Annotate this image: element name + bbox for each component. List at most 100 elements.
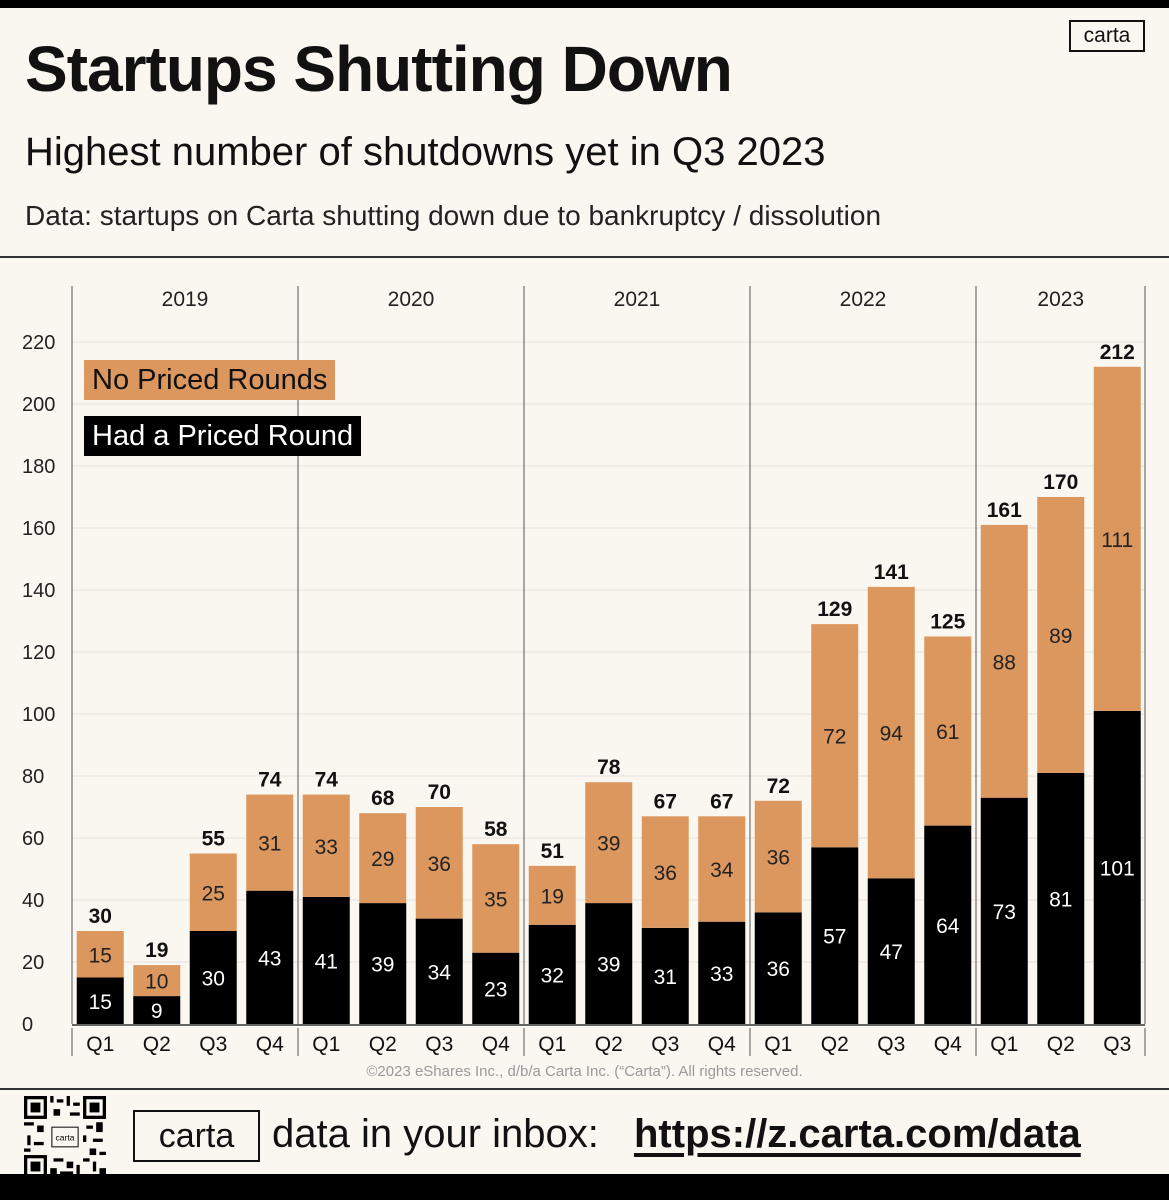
data-label-no-priced-rounds: 33 bbox=[315, 836, 338, 859]
bar-segment-had-priced-round bbox=[811, 847, 859, 1024]
data-label-had-priced-round: 9 bbox=[151, 1000, 163, 1023]
bar-segment-no-priced-rounds bbox=[754, 800, 802, 913]
data-label-no-priced-rounds: 19 bbox=[541, 885, 564, 908]
page-subtitle: Highest number of shutdowns yet in Q3 20… bbox=[25, 130, 826, 174]
data-label-total: 55 bbox=[202, 828, 226, 851]
x-tick-label: Q3 bbox=[1103, 1033, 1131, 1056]
year-label-2022: 2022 bbox=[840, 288, 887, 311]
data-label-total: 170 bbox=[1043, 471, 1078, 494]
bar-segment-no-priced-rounds bbox=[359, 813, 407, 904]
legend-no-priced-rounds: No Priced Rounds bbox=[84, 360, 336, 400]
bar-segment-had-priced-round bbox=[980, 797, 1028, 1024]
header-divider bbox=[0, 256, 1169, 258]
bar-segment-had-priced-round bbox=[1093, 710, 1141, 1024]
data-label-no-priced-rounds: 72 bbox=[823, 726, 846, 749]
x-tick-label: Q2 bbox=[143, 1033, 171, 1056]
bar-segment-no-priced-rounds bbox=[980, 524, 1028, 798]
copyright-notice: ©2023 eShares Inc., d/b/a Carta Inc. (“C… bbox=[366, 1063, 803, 1080]
page-title: Startups Shutting Down bbox=[25, 33, 733, 105]
data-label-had-priced-round: 57 bbox=[823, 926, 846, 949]
bar-segment-had-priced-round bbox=[867, 878, 915, 1024]
data-label-no-priced-rounds: 89 bbox=[1049, 625, 1072, 648]
top-rule bbox=[0, 4, 1169, 8]
year-label-2019: 2019 bbox=[162, 288, 209, 311]
data-label-total: 67 bbox=[710, 790, 733, 813]
footer-url-link[interactable]: https://z.carta.com/data bbox=[634, 1112, 1081, 1156]
bar-segment-no-priced-rounds bbox=[867, 586, 915, 879]
y-tick-label: 60 bbox=[22, 828, 44, 850]
y-tick-label: 100 bbox=[22, 704, 55, 726]
bar-segment-no-priced-rounds bbox=[698, 816, 746, 922]
y-tick-label: 80 bbox=[22, 766, 44, 788]
data-label-no-priced-rounds: 31 bbox=[258, 833, 281, 856]
data-label-had-priced-round: 73 bbox=[993, 901, 1016, 924]
y-tick-label: 40 bbox=[22, 890, 44, 912]
data-label-had-priced-round: 39 bbox=[597, 954, 620, 977]
data-label-no-priced-rounds: 36 bbox=[767, 847, 790, 870]
y-tick-label: 160 bbox=[22, 518, 55, 540]
data-label-no-priced-rounds: 34 bbox=[710, 859, 734, 882]
bar-segment-had-priced-round bbox=[472, 952, 520, 1024]
x-tick-label: Q1 bbox=[764, 1033, 792, 1056]
data-label-had-priced-round: 39 bbox=[371, 954, 394, 977]
x-tick-label: Q4 bbox=[482, 1033, 510, 1056]
bar-segment-had-priced-round bbox=[133, 996, 181, 1024]
data-label-no-priced-rounds: 29 bbox=[371, 848, 394, 871]
x-tick-label: Q1 bbox=[990, 1033, 1018, 1056]
bar-segment-no-priced-rounds bbox=[1037, 497, 1085, 773]
data-label-no-priced-rounds: 35 bbox=[484, 888, 507, 911]
data-label-had-priced-round: 30 bbox=[202, 968, 225, 991]
year-label-2020: 2020 bbox=[388, 288, 435, 311]
bar-segment-no-priced-rounds bbox=[1093, 366, 1141, 711]
data-label-total: 129 bbox=[817, 598, 852, 621]
footer-cta: data in your inbox: bbox=[272, 1112, 599, 1156]
y-tick-label: 140 bbox=[22, 580, 55, 602]
x-tick-label: Q1 bbox=[312, 1033, 340, 1056]
bar-segment-no-priced-rounds bbox=[472, 844, 520, 953]
data-label-total: 212 bbox=[1100, 341, 1135, 364]
data-label-total: 72 bbox=[767, 775, 790, 798]
footer-divider bbox=[0, 1088, 1169, 1090]
data-label-no-priced-rounds: 36 bbox=[428, 853, 451, 876]
x-tick-label: Q2 bbox=[369, 1033, 397, 1056]
data-label-no-priced-rounds: 15 bbox=[89, 944, 112, 967]
data-label-total: 58 bbox=[484, 818, 508, 841]
x-tick-label: Q2 bbox=[1047, 1033, 1075, 1056]
data-label-total: 67 bbox=[654, 790, 677, 813]
data-label-had-priced-round: 34 bbox=[428, 961, 452, 984]
data-label-no-priced-rounds: 36 bbox=[654, 862, 677, 885]
carta-logo-footer: carta bbox=[133, 1110, 260, 1162]
carta-logo: carta bbox=[1069, 20, 1145, 52]
bar-segment-had-priced-round bbox=[302, 896, 350, 1024]
qr-code-icon[interactable]: carta bbox=[24, 1096, 106, 1174]
x-tick-label: Q2 bbox=[595, 1033, 623, 1056]
data-label-no-priced-rounds: 39 bbox=[597, 833, 620, 856]
data-label-had-priced-round: 15 bbox=[89, 991, 112, 1014]
bar-segment-had-priced-round bbox=[924, 825, 972, 1024]
bar-segment-no-priced-rounds bbox=[528, 865, 576, 925]
bar-segment-no-priced-rounds bbox=[415, 807, 463, 919]
data-label-had-priced-round: 43 bbox=[258, 947, 281, 970]
qr-logo-text: carta bbox=[56, 1132, 75, 1142]
bar-segment-no-priced-rounds bbox=[585, 782, 633, 904]
data-label-no-priced-rounds: 111 bbox=[1101, 529, 1133, 552]
y-tick-label: 200 bbox=[22, 394, 55, 416]
x-tick-label: Q2 bbox=[821, 1033, 849, 1056]
bar-segment-had-priced-round bbox=[189, 931, 237, 1024]
bar-segment-no-priced-rounds bbox=[189, 853, 237, 931]
data-label-total: 30 bbox=[89, 905, 112, 928]
bar-segment-no-priced-rounds bbox=[924, 636, 972, 826]
bar-segment-had-priced-round bbox=[246, 890, 294, 1024]
data-label-total: 19 bbox=[145, 939, 168, 962]
bar-segment-had-priced-round bbox=[415, 918, 463, 1024]
data-label-total: 70 bbox=[428, 781, 451, 804]
stacked-bar-chart: 0 20 40 60 80 100 120 140 160 180 200 220 2019 2020 20… bbox=[22, 286, 1146, 1056]
data-label-total: 74 bbox=[315, 769, 339, 792]
year-label-2021: 2021 bbox=[614, 288, 661, 311]
bar-segment-had-priced-round bbox=[641, 927, 689, 1024]
bar-segment-had-priced-round bbox=[754, 912, 802, 1024]
data-label-total: 74 bbox=[258, 769, 282, 792]
y-tick-label: 20 bbox=[22, 952, 44, 974]
y-tick-label: 120 bbox=[22, 642, 55, 664]
data-label-had-priced-round: 64 bbox=[936, 915, 960, 938]
